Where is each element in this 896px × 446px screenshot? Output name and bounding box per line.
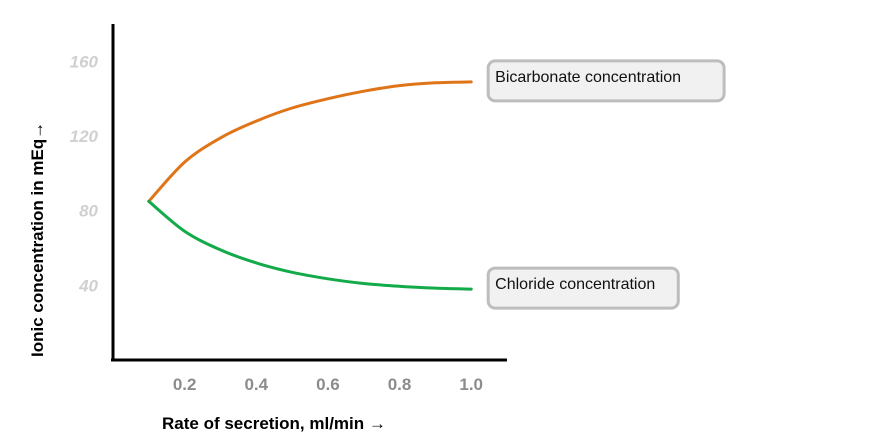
series-lines (147, 80, 473, 291)
y-tick-label: 40 (78, 276, 98, 295)
x-tick-label: 0.8 (388, 375, 412, 394)
chloride-callout-label: Chloride concentration (495, 276, 655, 293)
x-tick-label: 0.6 (316, 375, 340, 394)
y-axis-title: Ionic concentration in mEq→ (28, 122, 47, 357)
bicarbonate-callout-box (486, 59, 726, 103)
x-axis-title: Rate of secretion, ml/min → (162, 414, 386, 433)
y-tick-label: 120 (70, 127, 99, 146)
bicarbonate-callout-label: Bicarbonate concentration (495, 69, 681, 86)
x-tick-label: 1.0 (459, 375, 483, 394)
y-tick-label: 160 (70, 52, 99, 71)
bicarbonate-series-line (147, 80, 473, 203)
x-tick-label: 0.4 (244, 375, 268, 394)
x-tick-labels: 0.2 0.4 0.6 0.8 1.0 (173, 375, 483, 394)
chloride-series-line (147, 199, 473, 291)
chloride-callout-box (486, 266, 680, 310)
series-callouts: Bicarbonate concentration Chloride concen… (486, 59, 726, 310)
chloride-callout: Chloride concentration (486, 266, 680, 310)
y-tick-labels: 40 80 120 160 (70, 52, 99, 295)
y-tick-label: 80 (79, 202, 98, 221)
bicarbonate-callout: Bicarbonate concentration (486, 59, 726, 103)
x-tick-label: 0.2 (173, 375, 197, 394)
